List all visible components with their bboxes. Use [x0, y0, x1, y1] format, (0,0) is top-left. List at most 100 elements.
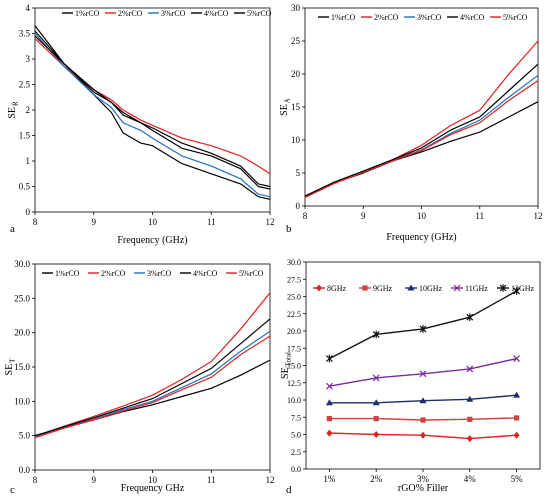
- y-tick-label: 0: [296, 201, 301, 211]
- panel-c-letter: c: [10, 484, 15, 496]
- data-point-9GHz: [373, 416, 379, 422]
- y-tick-label: 20: [291, 69, 301, 79]
- series-line-5%rCO: [34, 335, 271, 439]
- y-tick-label: 3.5: [19, 29, 31, 39]
- series-line-5%rCO: [304, 80, 539, 198]
- y-axis-label: SETotal: [280, 352, 293, 379]
- x-axis-label: Frequency (GHz): [117, 235, 187, 246]
- y-tick-label: 0: [26, 207, 31, 217]
- legend-label: 1%rCO: [55, 269, 80, 278]
- legend-item-4%rCO: 4%rCO: [191, 9, 229, 18]
- legend-item-5%rCO: 5%rCO: [490, 13, 528, 22]
- legend-label: 1%rCO: [75, 9, 100, 18]
- series-line-3%rCO: [304, 74, 539, 198]
- x-tick-label: 12: [266, 475, 275, 485]
- series-line-4%rCO: [34, 25, 271, 190]
- legend-item-3%rCO: 3%rCO: [404, 13, 442, 22]
- data-point-10GHz: [513, 391, 521, 398]
- y-tick-label: 25.0: [14, 293, 30, 303]
- y-tick-label: 30: [291, 3, 301, 13]
- y-tick-label: 5: [296, 168, 301, 178]
- x-tick-label: 5%: [511, 474, 524, 484]
- data-point-12GHz: [372, 330, 380, 339]
- panel-c: 0.0 5.0 10.0 15.0 20.0 25.0 30.0 8 9 10 11 12 Freque…: [4, 259, 275, 494]
- series-line-5%rCO: [34, 35, 271, 188]
- legend-label: 9GHz: [373, 284, 393, 293]
- y-axis-label: SER: [7, 101, 20, 119]
- data-point-8GHz: [326, 429, 333, 437]
- data-point-10GHz: [419, 397, 427, 404]
- data-point-11GHz: [325, 382, 333, 390]
- data-point-10GHz: [372, 399, 380, 406]
- series-line-12GHz: [329, 290, 517, 360]
- x-axis-label: Frequency (GHz): [386, 232, 456, 243]
- legend-item-12GHz: 12GHz: [497, 284, 535, 293]
- legend-label: 4%rCO: [460, 13, 485, 22]
- legend-label: 5%rCO: [503, 13, 528, 22]
- x-tick-label: 1%: [323, 474, 336, 484]
- y-tick-label: 2.5: [19, 80, 31, 90]
- data-point-11GHz: [372, 374, 380, 382]
- legend-item-8GHz: 8GHz: [313, 284, 347, 293]
- y-tick-label: 20.0: [14, 328, 30, 338]
- legend-label: 2%rCO: [118, 9, 143, 18]
- data-point-12GHz: [419, 325, 427, 333]
- x-tick-label: 10: [148, 475, 158, 485]
- legend-label: 3%rCO: [417, 13, 442, 22]
- x-tick-label: 8: [303, 211, 308, 221]
- plot-frame: [304, 7, 539, 207]
- data-point-8GHz: [373, 431, 380, 438]
- y-tick-label: 1: [26, 156, 31, 166]
- legend-item-11GHz: 11GHz: [451, 284, 488, 293]
- legend-item-10GHz: 10GHz: [405, 284, 443, 293]
- legend-label: 2%rCO: [374, 13, 399, 22]
- legend-item-2%rCO: 2%rCO: [361, 13, 399, 22]
- y-tick-label: 25.0: [287, 293, 301, 302]
- series-line-2%rCO: [34, 38, 271, 175]
- data-point-11GHz: [513, 355, 521, 363]
- legend-label: 5%rCO: [239, 269, 264, 278]
- x-axis-label: Frequency GHz: [121, 483, 185, 494]
- y-tick-label: 0.5: [19, 182, 31, 192]
- y-tick-label: 5.0: [291, 431, 301, 440]
- x-tick-label: 12: [266, 217, 275, 227]
- y-tick-label: 15.0: [287, 362, 301, 371]
- legend-label: 4%rCO: [204, 9, 229, 18]
- x-tick-label: 11: [207, 475, 216, 485]
- data-point-9GHz: [467, 416, 473, 422]
- legend-marker: [407, 284, 415, 291]
- y-tick-label: 7.5: [291, 413, 301, 422]
- data-point-12GHz: [325, 354, 333, 363]
- x-tick-label: 2%: [370, 474, 383, 484]
- legend-label: 3%rCO: [161, 9, 186, 18]
- legend-label: 8GHz: [327, 284, 347, 293]
- y-tick-label: 17.5: [287, 344, 301, 353]
- legend-item-3%rCO: 3%rCO: [148, 9, 186, 18]
- data-point-10GHz: [466, 395, 474, 402]
- legend-label: 10GHz: [419, 284, 443, 293]
- panel-a: 0 0.5 1 1.5 2 2.5 3 3.5 4 8 9 10 11 12 Frequency (GHz)…: [7, 3, 275, 246]
- legend-item-4%rCO: 4%rCO: [180, 269, 218, 278]
- legend-marker: [362, 285, 368, 291]
- legend-label: 2%rCO: [101, 269, 126, 278]
- legend-item-5%rCO: 5%rCO: [226, 269, 264, 278]
- legend-label: 3%rCO: [147, 269, 172, 278]
- y-tick-label: 20.0: [287, 327, 301, 336]
- data-point-9GHz: [326, 416, 332, 422]
- y-tick-label: 0.0: [19, 465, 31, 475]
- legend-marker: [453, 284, 461, 292]
- y-tick-label: 10: [291, 135, 301, 145]
- data-point-9GHz: [420, 417, 426, 423]
- y-tick-label: 15.0: [14, 362, 30, 372]
- series-line-2%rCO: [34, 292, 271, 437]
- y-tick-label: 12.5: [287, 379, 301, 388]
- series-line-3%rCO: [34, 33, 271, 198]
- y-tick-label: 30.0: [14, 259, 30, 269]
- series-line-4%rCO: [34, 318, 271, 437]
- y-tick-label: 2.5: [291, 448, 301, 457]
- y-tick-label: 10.0: [14, 396, 30, 406]
- legend-label: 11GHz: [465, 284, 488, 293]
- legend-item-1%rCO: 1%rCO: [42, 269, 80, 278]
- data-point-8GHz: [466, 435, 473, 443]
